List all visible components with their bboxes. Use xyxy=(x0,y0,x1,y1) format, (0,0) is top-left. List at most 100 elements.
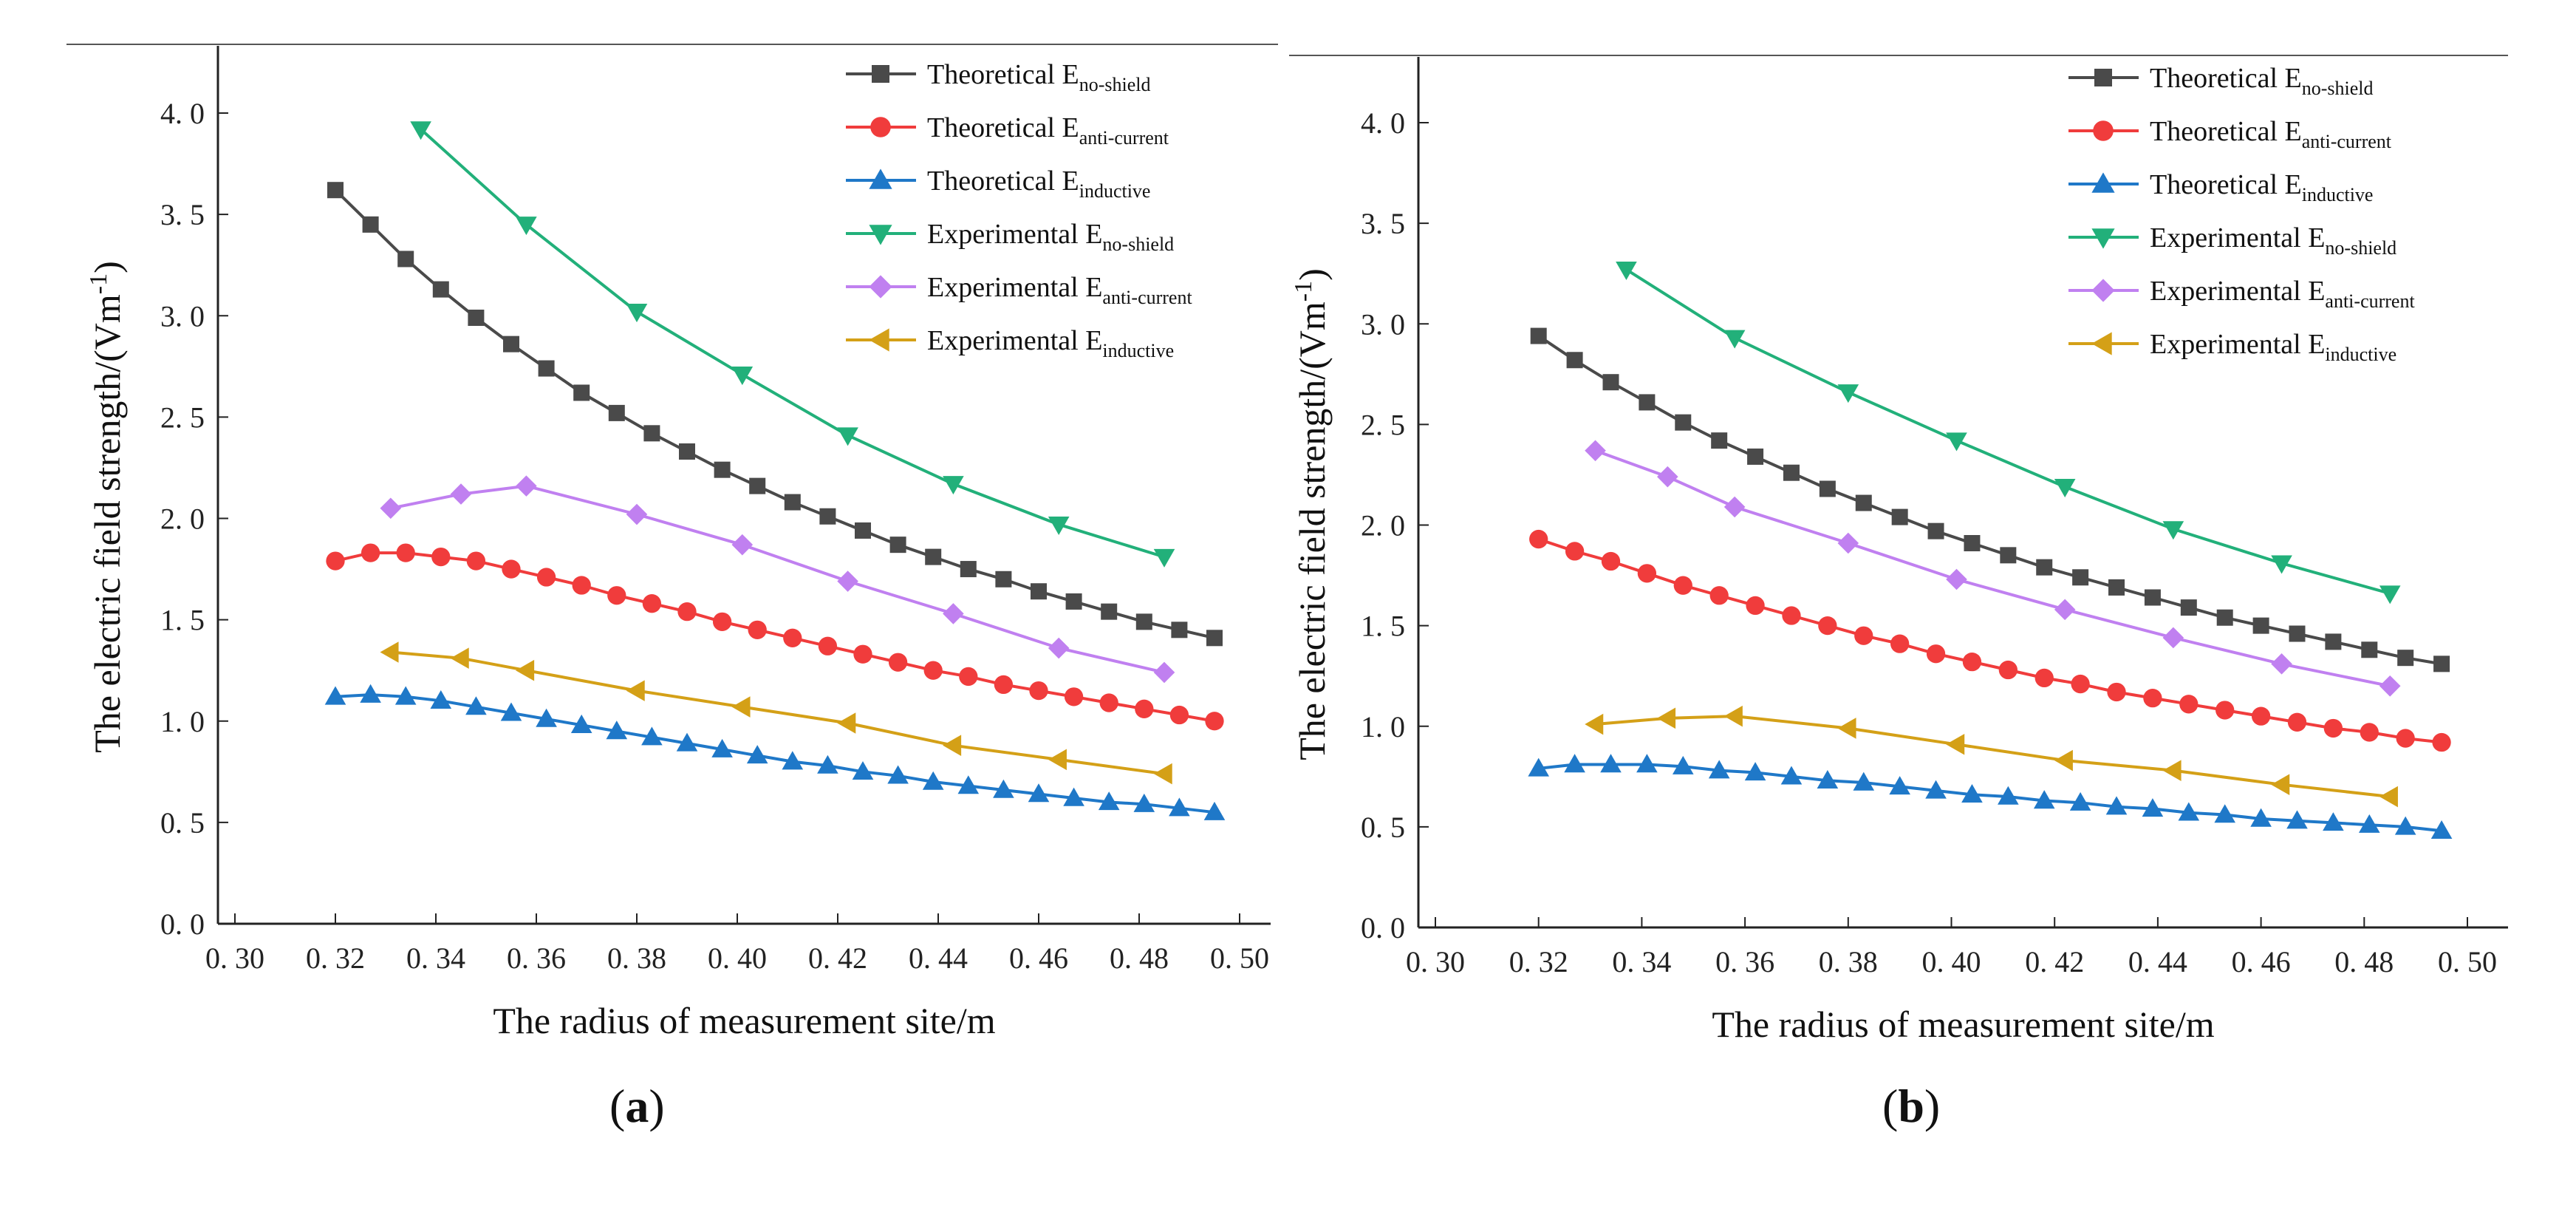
x-tick-label: 0. 50 xyxy=(2438,945,2497,978)
data-point xyxy=(410,121,431,140)
data-point xyxy=(818,636,838,655)
y-axis-title-main: The electric field strength/(Vm xyxy=(1291,302,1333,760)
data-point xyxy=(1837,718,1856,739)
data-point xyxy=(2323,718,2343,738)
data-point xyxy=(2180,599,2197,616)
data-point xyxy=(837,427,858,446)
data-point xyxy=(1946,568,1967,590)
data-point xyxy=(1818,616,1837,636)
data-point xyxy=(2107,682,2126,702)
y-tick-label: 4. 0 xyxy=(160,97,205,130)
x-tick-label: 0. 50 xyxy=(1210,941,1269,975)
data-point xyxy=(536,708,557,727)
x-tick-label: 0. 32 xyxy=(1509,945,1568,978)
data-point xyxy=(1819,480,1836,497)
data-point xyxy=(783,628,802,647)
data-point xyxy=(676,732,698,752)
data-point xyxy=(2250,808,2272,827)
x-axis-title: The radius of measurement site/m xyxy=(1712,1004,2214,1045)
x-tick-label: 0. 38 xyxy=(1819,945,1878,978)
y-axis-title-superscript: -1 xyxy=(85,273,112,294)
data-point xyxy=(1601,551,1621,571)
legend-entry-subscript: anti-current xyxy=(1079,127,1169,149)
legend-swatch-marker xyxy=(2091,279,2115,302)
data-point xyxy=(2360,723,2379,742)
x-tick-label: 0. 32 xyxy=(306,941,365,975)
data-point xyxy=(1998,786,2019,805)
data-point xyxy=(1673,576,1692,595)
data-point xyxy=(360,684,381,703)
legend-entry-subscript: no-shield xyxy=(1079,74,1151,95)
data-point xyxy=(1946,432,1967,452)
data-point xyxy=(2179,695,2199,714)
data-point xyxy=(2287,712,2307,732)
data-point xyxy=(2054,479,2076,498)
data-point xyxy=(430,690,452,709)
legend-entry-subscript: inductive xyxy=(2302,184,2374,205)
data-point xyxy=(2430,820,2453,840)
data-point xyxy=(2162,627,2184,649)
data-point xyxy=(500,702,522,721)
data-point xyxy=(1817,769,1839,789)
x-tick-label: 0. 34 xyxy=(1612,945,1671,978)
data-point xyxy=(1998,660,2018,680)
data-point xyxy=(2216,609,2233,626)
series-line-inductive-2 xyxy=(1538,763,2442,833)
data-point xyxy=(2271,555,2292,574)
data-point xyxy=(2069,791,2091,811)
data-point xyxy=(626,680,645,701)
data-point xyxy=(922,771,944,790)
data-point xyxy=(2379,786,2398,808)
data-point xyxy=(643,425,660,442)
y-tick-label: 3. 5 xyxy=(1361,207,1405,240)
x-tick-label: 0. 30 xyxy=(205,941,264,975)
data-point xyxy=(626,503,648,525)
legend-swatch-marker xyxy=(2091,228,2115,249)
legend-entry-name: Theoretical E xyxy=(2150,116,2302,147)
data-point xyxy=(2071,674,2090,694)
data-point xyxy=(994,675,1014,695)
data-point xyxy=(2358,814,2380,833)
legend-entry-subscript: no-shield xyxy=(1102,234,1174,255)
x-tick-label: 0. 34 xyxy=(406,941,465,975)
y-tick-label: 0. 0 xyxy=(160,907,205,941)
data-point xyxy=(853,644,872,664)
data-point xyxy=(380,641,399,663)
legend-swatch-marker xyxy=(869,168,892,189)
series-line-anti-current-4 xyxy=(390,484,1165,674)
data-point xyxy=(450,483,472,505)
data-point xyxy=(1530,327,1547,344)
y-tick-label: 2. 0 xyxy=(1361,509,1405,542)
data-point xyxy=(536,568,556,587)
data-point xyxy=(2035,668,2054,688)
data-point xyxy=(1946,733,1965,755)
data-point xyxy=(1889,776,1910,795)
data-point xyxy=(677,602,697,621)
data-point xyxy=(1837,532,1859,554)
data-point xyxy=(888,653,908,672)
panel-label-b: (b) xyxy=(1882,1080,1941,1132)
data-point xyxy=(1746,596,1765,616)
data-point xyxy=(570,714,592,733)
data-point xyxy=(960,561,977,578)
data-point xyxy=(731,534,754,556)
data-point xyxy=(572,576,591,595)
y-axis-title: The electric field strength/(Vm-1) xyxy=(1290,268,1333,760)
series-line-no-shield-0 xyxy=(1537,334,2442,666)
data-point xyxy=(1048,517,1070,536)
data-point xyxy=(2251,706,2271,726)
y-axis-title-main: The electric field strength/(Vm xyxy=(86,294,128,753)
data-point xyxy=(466,551,486,571)
data-point xyxy=(712,612,732,632)
data-point xyxy=(1065,593,1082,610)
data-point xyxy=(1566,352,1583,369)
x-tick-label: 0. 40 xyxy=(708,941,767,975)
data-point xyxy=(1098,791,1120,811)
legend-swatch-marker xyxy=(869,275,892,299)
legend-entry-name: Theoretical E xyxy=(927,59,1079,90)
data-point xyxy=(1961,784,1983,803)
data-point xyxy=(1657,466,1678,488)
x-tick-label: 0. 44 xyxy=(2128,945,2187,978)
data-point xyxy=(993,779,1014,798)
